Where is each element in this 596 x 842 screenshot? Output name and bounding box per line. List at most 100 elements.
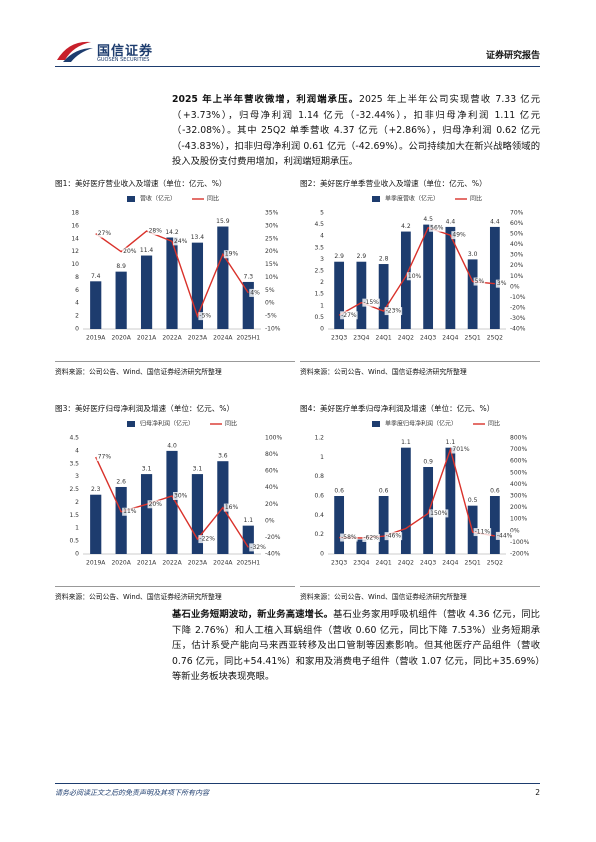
x-tick-label: 24Q4	[442, 335, 458, 342]
y2-tick-label: 0%	[265, 300, 275, 307]
x-tick-label: 2024A	[213, 560, 233, 567]
bar	[334, 496, 345, 554]
y2-tick-label: -20%	[265, 534, 281, 541]
data-label-bg	[451, 231, 467, 240]
data-label-bg	[384, 307, 403, 316]
y-tick-label: 1	[75, 525, 79, 532]
y-tick-label: 3.5	[69, 460, 79, 467]
data-label: 3.1	[142, 466, 152, 473]
data-label: 16%	[225, 504, 239, 511]
data-label-bg	[384, 532, 403, 541]
bar	[140, 474, 153, 554]
x-tick-label: 2024A	[213, 335, 233, 342]
data-label: 1.1	[401, 439, 411, 446]
data-label-bg	[340, 533, 358, 542]
bar	[334, 261, 345, 329]
y-tick-label: 4.5	[314, 221, 324, 228]
bar	[400, 231, 411, 329]
data-label: 2.6	[116, 478, 126, 485]
data-label-bg	[473, 277, 486, 286]
data-label: 20%	[149, 501, 163, 508]
header-rule	[55, 66, 540, 67]
data-label: 2.8	[379, 256, 389, 263]
data-label: -58%	[341, 534, 357, 541]
data-label: 150%	[430, 510, 447, 517]
y-tick-label: 3.5	[314, 244, 324, 251]
x-tick-label: 25Q2	[487, 335, 503, 342]
data-label-bg	[495, 279, 508, 288]
bar	[90, 494, 102, 554]
data-label-bg	[96, 229, 113, 238]
y2-tick-label: 40%	[510, 241, 524, 248]
data-label-bg	[362, 533, 380, 542]
y2-tick-label: 10%	[510, 273, 524, 280]
x-tick-label: 25Q1	[465, 335, 481, 342]
y-tick-label: 10	[71, 261, 79, 268]
lead: 2025 年上半年营收微增，利润端承压。	[172, 94, 360, 105]
data-label-bg	[223, 250, 240, 259]
disclaimer: 请务必阅读正文之后的免责声明及其项下所有内容	[55, 789, 209, 797]
data-label-bg	[96, 453, 113, 462]
y2-tick-label: -30%	[510, 315, 526, 322]
bar	[191, 474, 204, 554]
x-tick-label: 2020A	[111, 560, 131, 567]
y2-tick-label: -40%	[265, 551, 281, 558]
source: 资料来源：公司公告、Wind、国信证券经济研究所整理	[55, 586, 295, 601]
y-tick-label: 1	[320, 302, 324, 309]
data-label: 28%	[149, 228, 163, 235]
bar	[166, 450, 178, 554]
x-tick-label: 24Q1	[376, 560, 392, 567]
legend-label: 归母净利润（亿元）	[140, 420, 194, 428]
bar	[115, 271, 127, 329]
x-tick-label: 23Q3	[331, 335, 347, 342]
y2-tick-label: 15%	[265, 261, 279, 268]
y2-tick-label: 10%	[265, 274, 279, 281]
legend-label: 同比	[225, 420, 237, 428]
y2-tick-label: 35%	[265, 210, 279, 217]
data-label: 5%	[475, 278, 485, 285]
y2-tick-label: -5%	[265, 313, 277, 320]
y-tick-label: 0	[75, 326, 79, 333]
y-tick-label: 0	[320, 326, 324, 333]
legend-label: 营收（亿元）	[140, 195, 176, 203]
source: 资料来源：公司公告、Wind、国信证券经济研究所整理	[300, 361, 540, 376]
line	[95, 456, 249, 548]
data-label: 0.6	[490, 488, 500, 495]
bar	[115, 486, 127, 554]
data-label: 19%	[225, 251, 239, 258]
data-label-bg	[362, 298, 380, 307]
legend-label: 同比	[207, 195, 219, 203]
data-label: 2.3	[91, 486, 101, 493]
data-label: 0.9	[423, 459, 433, 466]
y-tick-label: 18	[71, 210, 79, 217]
data-label-bg	[451, 445, 471, 454]
x-tick-label: 25Q1	[465, 560, 481, 567]
y-tick-label: 4	[75, 300, 79, 307]
data-label: 13.4	[191, 234, 205, 241]
bar	[423, 224, 434, 329]
y-tick-label: 3	[320, 256, 324, 263]
logo-icon	[57, 41, 93, 62]
bar	[356, 539, 367, 554]
data-label: 11%	[123, 508, 137, 515]
x-tick-label: 2019A	[86, 335, 106, 342]
chart: 0 0.5 1 1.5 2 2.5 3 3.5 4 4.5 5 -40% -30% -20% -10% 0% 1…	[314, 195, 526, 342]
figure: 图4：美好医疗单季归母净利润及增速（单位：亿元、%） 0 0.2 0.4 0.6 0.8…	[300, 403, 540, 601]
y2-tick-label: 40%	[265, 484, 279, 491]
data-label: 20%	[123, 248, 137, 255]
x-tick-label: 2023A	[188, 560, 208, 567]
y2-tick-label: 25%	[265, 235, 279, 242]
legend-swatch	[372, 421, 380, 427]
y-tick-label: 14	[71, 235, 79, 242]
bar	[489, 226, 500, 329]
data-label: -23%	[386, 308, 402, 315]
data-label-bg	[406, 272, 423, 281]
x-tick-label: 2021A	[137, 560, 157, 567]
y-tick-label: 1	[320, 454, 324, 461]
data-label: -5%	[199, 313, 211, 320]
y-tick-label: 5	[320, 210, 324, 217]
y-tick-label: 3	[75, 473, 79, 480]
data-label: 3%	[497, 280, 507, 287]
data-label: 4.0	[167, 442, 177, 449]
data-label: 4%	[250, 289, 260, 296]
